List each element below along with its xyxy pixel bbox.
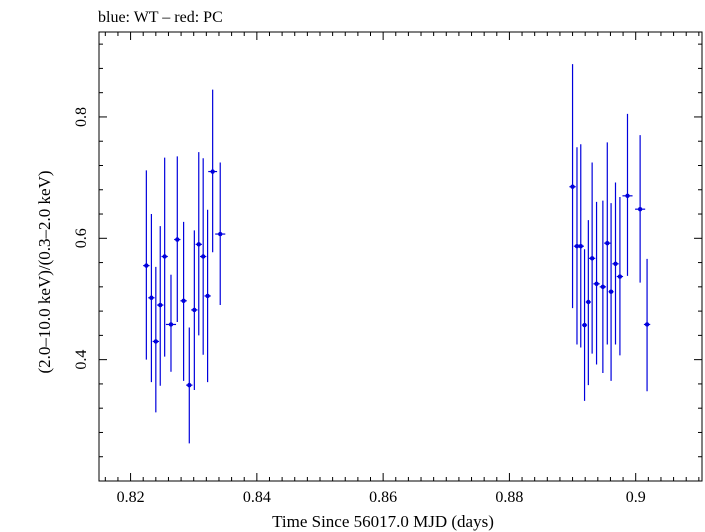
point-marker [168,322,174,327]
data-point [577,144,584,348]
y-axis-ticks: 0.4 0.6 0.8 [73,43,702,482]
y-tick-label: 0.6 [73,228,90,248]
point-marker [192,307,197,313]
point-marker [605,240,610,246]
x-tick-label: 0.9 [626,489,646,506]
point-marker [589,256,595,261]
x-axis-ticks: 0.82 0.84 0.86 0.88 0.9 [104,32,700,506]
point-marker [625,193,630,199]
data-point [186,327,193,444]
data-point [612,182,619,345]
data-point [622,113,633,276]
point-marker [637,206,643,212]
data-point [635,135,646,283]
data-point [165,274,177,372]
data-point [161,157,168,357]
data-point [569,64,576,309]
data-point [593,201,600,365]
data-point [643,258,651,392]
data-points [143,64,651,444]
point-marker [644,322,650,327]
data-point [174,156,181,323]
point-marker [162,254,167,259]
point-marker [153,339,159,344]
point-marker [600,284,606,290]
chart-title: blue: WT – red: PC [98,9,223,26]
point-marker [582,322,587,328]
data-point [582,249,588,401]
plot-frame [98,31,703,482]
data-point [208,89,218,253]
y-axis-label: (2.0–10.0 keV)/(0.3–2.0 keV) [35,170,54,373]
x-tick-label: 0.86 [369,489,397,506]
data-point [180,221,187,381]
data-point [215,162,226,306]
point-marker [578,243,583,249]
x-axis-label: Time Since 56017.0 MJD (days) [272,512,494,531]
x-tick-label: 0.88 [495,489,523,506]
data-point [585,220,591,386]
data-point [604,142,611,345]
data-point [588,162,596,354]
data-point [152,266,159,413]
data-point [148,214,155,383]
point-marker [608,289,614,294]
point-marker [144,263,149,268]
point-marker [196,242,201,247]
x-tick-label: 0.82 [117,489,145,506]
point-marker [218,231,223,237]
data-point [204,209,211,383]
point-marker [594,281,599,287]
point-marker [158,302,163,308]
point-marker [613,261,618,266]
data-point [191,230,198,390]
point-marker [574,243,580,249]
x-tick-label: 0.84 [243,489,271,506]
point-marker [617,274,623,279]
y-tick-label: 0.8 [73,107,90,127]
data-point [195,152,202,336]
point-marker [181,298,186,303]
data-point [200,158,207,355]
point-marker [200,254,206,259]
point-marker [187,382,192,388]
data-point [608,203,614,381]
point-marker [210,169,215,174]
y-tick-label: 0.4 [73,350,90,370]
data-point [143,170,150,360]
point-marker [586,299,591,305]
data-point [599,200,607,373]
point-marker [149,295,154,300]
point-marker [175,237,180,242]
data-point [616,197,624,356]
point-marker [205,293,210,299]
point-marker [570,184,575,189]
data-point [157,226,164,386]
